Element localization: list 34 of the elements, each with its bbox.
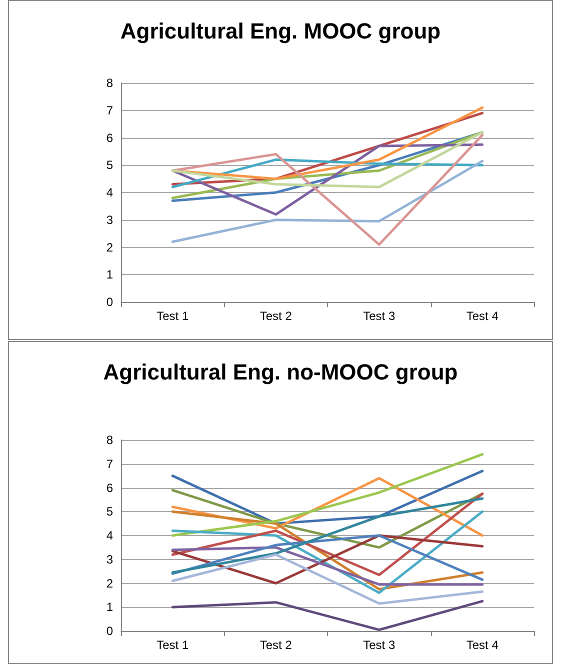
y-tick-label: 1 <box>106 600 114 614</box>
line-series <box>171 453 484 537</box>
line-series <box>171 134 484 246</box>
x-tick-label: Test 4 <box>466 638 499 652</box>
y-tick-label: 0 <box>106 624 114 638</box>
y-tick-label: 7 <box>106 103 114 118</box>
y-tick-label: 3 <box>106 552 114 566</box>
line-series <box>171 160 484 244</box>
x-tick-label: Test 1 <box>156 638 189 652</box>
y-tick-label: 8 <box>106 76 114 90</box>
y-tick-label: 3 <box>106 212 114 227</box>
chart-title: Agricultural Eng. no-MOOC group <box>103 360 458 384</box>
line-series <box>171 131 484 188</box>
y-tick-label: 2 <box>106 240 114 254</box>
y-tick-label: 2 <box>106 576 114 590</box>
y-tick-label: 1 <box>106 268 114 282</box>
x-tick-label: Test 2 <box>260 638 292 652</box>
line-series <box>171 553 484 605</box>
y-tick-label: 4 <box>106 186 114 200</box>
x-tick-label: Test 3 <box>363 309 396 323</box>
y-tick-label: 6 <box>106 480 114 495</box>
x-tick-label: Test 4 <box>466 309 499 323</box>
x-tick-label: Test 2 <box>260 309 292 323</box>
y-tick-label: 0 <box>106 295 114 309</box>
y-tick-label: 5 <box>106 158 114 172</box>
y-tick-label: 6 <box>106 130 114 145</box>
y-tick-label: 8 <box>106 433 114 447</box>
x-tick-label: Test 1 <box>156 309 189 323</box>
y-tick-label: 4 <box>106 528 114 542</box>
x-tick-label: Test 3 <box>363 638 396 652</box>
chart-title: Agricultural Eng. MOOC group <box>120 18 441 44</box>
line-series <box>171 600 484 632</box>
y-tick-label: 7 <box>106 456 114 471</box>
y-tick-label: 5 <box>106 504 114 519</box>
